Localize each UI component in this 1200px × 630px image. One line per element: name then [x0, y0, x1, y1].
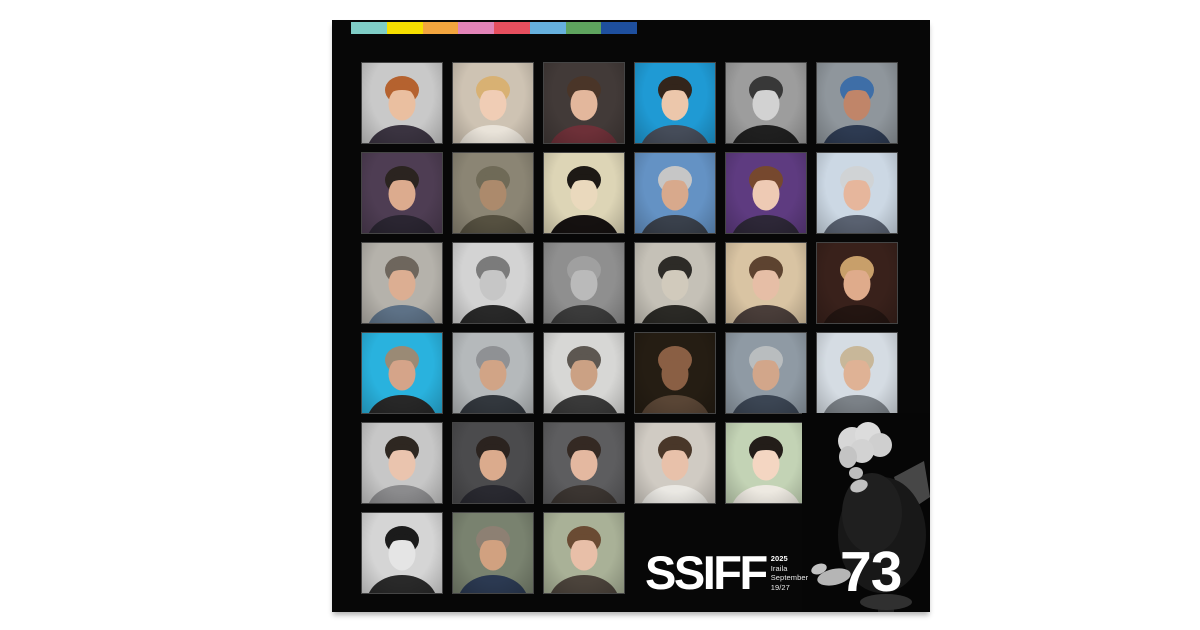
portrait-tile — [634, 152, 716, 234]
stripe-segment — [494, 22, 530, 34]
stripe-segment — [458, 22, 494, 34]
portrait-tile — [816, 242, 898, 324]
festival-logo-details: 2025 Iraila September 19/27 — [771, 554, 809, 592]
stripe-segment — [422, 22, 459, 34]
edition-number: 73 — [840, 540, 902, 604]
portrait-tile — [725, 332, 807, 414]
portrait-tile — [725, 62, 807, 144]
seated-woman-illustration — [802, 413, 930, 612]
portrait-tile — [452, 62, 534, 144]
portrait-tile — [361, 152, 443, 234]
portrait-tile — [361, 242, 443, 324]
portrait-tile — [452, 242, 534, 324]
stripe-segment — [601, 22, 637, 34]
portrait-tile — [452, 332, 534, 414]
portrait-tile — [361, 512, 443, 594]
portrait-tile — [543, 62, 625, 144]
portrait-tile — [361, 62, 443, 144]
stripe-segment — [351, 22, 387, 34]
portrait-tile — [543, 422, 625, 504]
festival-poster: SSIFF 2025 Iraila September 19/27 73 — [332, 20, 930, 612]
portrait-tile — [543, 152, 625, 234]
color-stripe — [351, 22, 637, 34]
portrait-tile — [816, 332, 898, 414]
portrait-tile — [725, 422, 807, 504]
portrait-tile — [543, 242, 625, 324]
festival-logo: SSIFF 2025 Iraila September 19/27 — [645, 546, 809, 599]
portrait-tile — [725, 152, 807, 234]
festival-month-english: September — [770, 573, 809, 582]
portrait-tile — [725, 242, 807, 324]
portrait-tile — [452, 152, 534, 234]
portrait-tile — [361, 332, 443, 414]
portrait-tile — [816, 62, 898, 144]
portrait-tile — [543, 512, 625, 594]
festival-acronym: SSIFF — [645, 546, 768, 599]
feature-photo — [802, 413, 930, 612]
portrait-tile — [634, 242, 716, 324]
portrait-tile — [634, 62, 716, 144]
portrait-tile — [634, 422, 716, 504]
portrait-tile — [452, 422, 534, 504]
festival-month-basque: Iraila — [770, 563, 788, 573]
stripe-segment — [565, 22, 602, 34]
stripe-segment — [386, 22, 423, 34]
stripe-segment — [529, 22, 566, 34]
portrait-tile — [543, 332, 625, 414]
festival-year: 2025 — [770, 554, 788, 563]
festival-dates: 19/27 — [770, 582, 790, 592]
portrait-tile — [452, 512, 534, 594]
portrait-tile — [816, 152, 898, 234]
portrait-tile — [361, 422, 443, 504]
portrait-tile — [634, 332, 716, 414]
